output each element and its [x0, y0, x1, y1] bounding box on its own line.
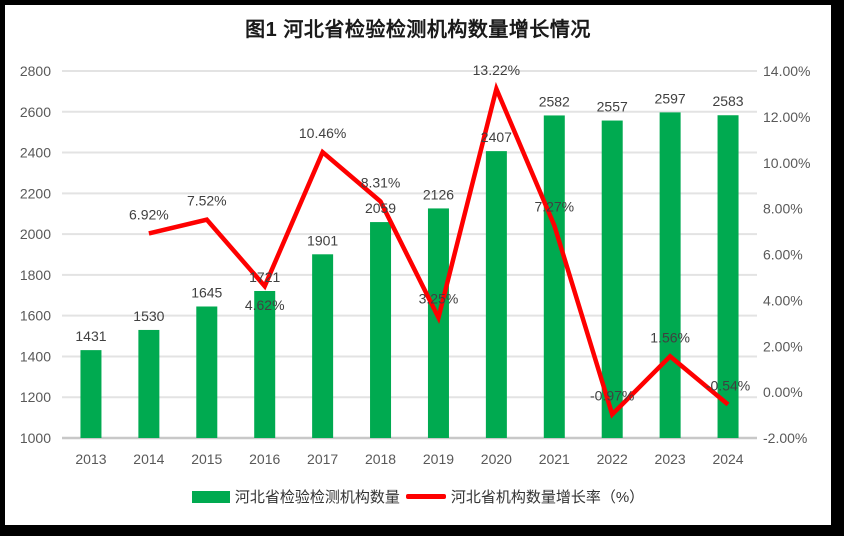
left-axis-tick: 2600 [20, 104, 51, 120]
right-axis-tick: 4.00% [763, 292, 803, 308]
line-value-label: 7.27% [534, 198, 574, 214]
legend-line-swatch-icon [405, 494, 446, 499]
line-value-label: 6.92% [129, 206, 169, 222]
bar-2017 [312, 254, 334, 438]
x-axis-tick: 2019 [423, 451, 454, 467]
bar-value-label: 2126 [423, 186, 454, 202]
bar-2024 [717, 115, 739, 438]
right-axis-tick: 8.00% [763, 201, 803, 217]
bar-2021 [543, 115, 565, 438]
x-axis-tick: 2023 [655, 451, 686, 467]
chart-title: 图1 河北省检验检测机构数量增长情况 [245, 19, 591, 41]
legend-item-bar-series: 河北省检验检测机构数量 [191, 486, 400, 507]
left-axis-tick: 2800 [20, 63, 51, 79]
legend-bar-swatch-icon [191, 490, 230, 503]
x-axis-tick: 2016 [249, 451, 280, 467]
left-axis-tick: 1000 [20, 430, 51, 446]
line-value-label: 3.25% [419, 291, 459, 307]
line-value-label: 8.31% [361, 175, 401, 191]
right-axis-tick: 12.00% [763, 109, 810, 125]
right-axis-tick: 6.00% [763, 247, 803, 263]
right-axis-tick: -2.00% [763, 430, 807, 446]
legend-line-label: 河北省机构数量增长率（%） [450, 489, 645, 506]
right-axis-tick: 2.00% [763, 338, 803, 354]
bar-value-label: 2059 [365, 200, 396, 216]
line-value-label: 1.56% [650, 329, 690, 345]
bar-value-label: 2582 [539, 93, 570, 109]
chart-legend: 河北省检验检测机构数量 河北省机构数量增长率（%） [5, 486, 831, 507]
x-axis-tick: 2021 [539, 451, 570, 467]
line-value-label: 4.62% [245, 297, 285, 313]
line-value-label: 10.46% [299, 125, 346, 141]
left-axis-tick: 1400 [20, 348, 51, 364]
bar-value-label: 1431 [75, 328, 106, 344]
bar-2014 [138, 329, 160, 438]
left-axis-tick: 2400 [20, 145, 51, 161]
left-axis-tick: 2000 [20, 226, 51, 242]
x-axis-tick: 2020 [481, 451, 512, 467]
chart-plot-area: 1000 1200 1400 1600 1800 2000 2200 2400 2600 2800… [20, 62, 811, 467]
bar-2013 [80, 350, 102, 438]
bar-value-label: 1721 [249, 269, 280, 285]
line-value-label: 13.22% [473, 62, 520, 78]
bar-value-label: 2557 [597, 99, 628, 115]
bar-value-label: 1530 [133, 308, 164, 324]
legend-item-line-series: 河北省机构数量增长率（%） [405, 486, 645, 507]
bar-2018 [370, 222, 392, 438]
x-axis-tick: 2014 [133, 451, 164, 467]
right-axis-tick: 14.00% [763, 63, 810, 79]
left-axis-tick: 1800 [20, 267, 51, 283]
left-axis-tick: 1200 [20, 389, 51, 405]
line-value-label: 7.52% [187, 193, 227, 209]
bar-value-label: 1901 [307, 232, 338, 248]
bar-2016 [254, 290, 276, 438]
bar-2015 [196, 306, 218, 438]
growth-rate-line [148, 81, 730, 419]
x-axis-tick: 2017 [307, 451, 338, 467]
right-axis-tick: 0.00% [763, 384, 803, 400]
bar-2020 [485, 151, 507, 438]
line-value-label: -0.97% [590, 387, 634, 403]
x-axis-tick: 2015 [191, 451, 222, 467]
bar-value-label: 1645 [191, 284, 222, 300]
line-value-label: -0.54% [706, 378, 750, 394]
x-axis-tick: 2018 [365, 451, 396, 467]
bar-2022 [601, 120, 623, 439]
x-axis-tick: 2022 [597, 451, 628, 467]
right-axis-tick: 10.00% [763, 155, 810, 171]
bar-value-label: 2597 [655, 90, 686, 106]
bar-value-label: 2583 [712, 93, 743, 109]
left-axis-tick: 2200 [20, 185, 51, 201]
bar-value-label: 2407 [481, 129, 512, 145]
left-axis-tick: 1600 [20, 308, 51, 324]
legend-bar-label: 河北省检验检测机构数量 [234, 489, 400, 506]
x-axis-tick: 2013 [75, 451, 106, 467]
bar-2023 [659, 112, 681, 439]
bar-2019 [427, 208, 449, 438]
x-axis-tick: 2024 [712, 451, 743, 467]
